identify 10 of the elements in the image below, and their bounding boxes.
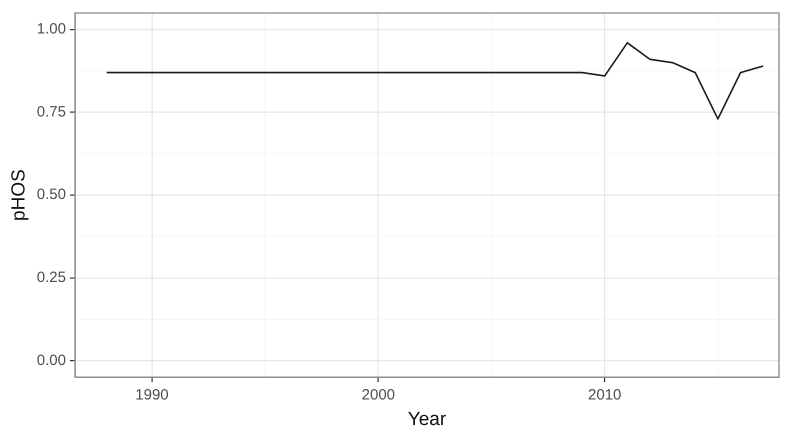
y-tick-label: 0.50	[36, 186, 66, 204]
x-tick-label: 1990	[135, 386, 169, 404]
x-tick-label: 2000	[362, 386, 396, 404]
x-axis-title: Year	[408, 408, 447, 430]
y-tick-label: 0.25	[36, 269, 66, 286]
y-tick-label: 1.00	[36, 20, 66, 38]
y-axis-title: pHOS	[8, 169, 30, 221]
y-tick-label: 0.75	[36, 103, 66, 120]
y-tick-label: 0.00	[36, 352, 66, 369]
x-tick-label: 2010	[588, 386, 622, 404]
